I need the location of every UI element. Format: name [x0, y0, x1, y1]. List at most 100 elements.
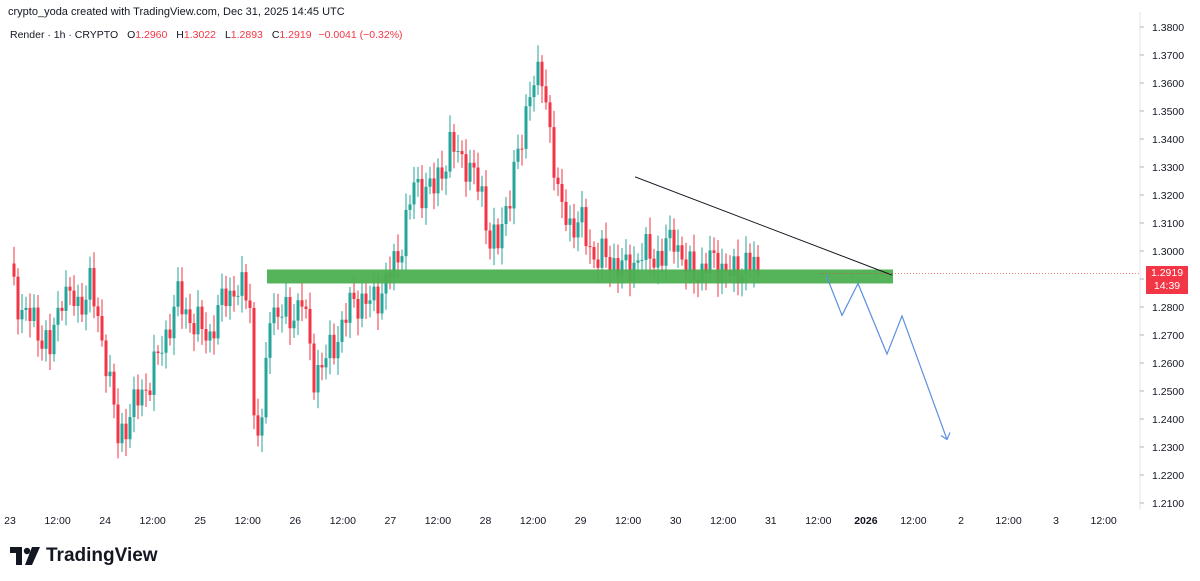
candle-body: [212, 331, 216, 339]
candle-body: [376, 286, 380, 314]
price-tick-label: 1.3300: [1152, 162, 1184, 174]
candle-body: [128, 417, 132, 440]
close-label: C: [271, 29, 280, 41]
price-tick-label: 1.3600: [1152, 78, 1184, 90]
candle-body: [268, 323, 272, 358]
candle-body: [400, 256, 404, 263]
candle-body: [676, 245, 680, 252]
tradingview-logo-icon: [10, 547, 40, 565]
price-tick-label: 1.2500: [1152, 386, 1184, 398]
candle-body: [296, 300, 300, 321]
time-axis[interactable]: 23 12:00 24 12:00 25 12:00 26 12:00 27 12:00 28 12:…: [4, 515, 1117, 527]
candle-body: [652, 258, 656, 268]
candle-body: [80, 296, 84, 315]
support-zone[interactable]: [267, 269, 893, 284]
candle-body: [648, 234, 652, 259]
candle-body: [16, 276, 20, 320]
candle-body: [484, 186, 488, 231]
candle-body: [216, 305, 220, 339]
candle-body: [144, 389, 148, 391]
candle-body: [88, 268, 92, 300]
chart-pane: [8, 20, 1140, 506]
descending-trendline[interactable]: [634, 176, 893, 276]
candle-body: [172, 306, 176, 339]
time-tick-label: 27: [385, 515, 397, 527]
candle-body: [240, 272, 244, 296]
tradingview-logo[interactable]: TradingView: [10, 545, 158, 567]
candle-body: [528, 97, 532, 107]
candle-body: [76, 296, 80, 306]
candle-body: [24, 307, 28, 310]
candle-body: [292, 320, 296, 329]
candle-body: [524, 106, 528, 149]
symbol-label[interactable]: Render · 1h · CRYPTO: [10, 29, 119, 41]
candle-body: [204, 329, 208, 341]
candle-body: [684, 259, 688, 273]
candle-body: [304, 306, 308, 309]
candle-body: [428, 178, 432, 187]
time-tick-label: 12:00: [330, 515, 356, 527]
candle-body: [564, 201, 568, 225]
candle-body: [620, 260, 624, 277]
price-tick-label: 1.2100: [1152, 498, 1184, 510]
candle-body: [336, 341, 340, 359]
candle-body: [460, 151, 464, 155]
candle-body: [112, 371, 116, 405]
candle-body: [636, 260, 640, 263]
candle-body: [140, 389, 144, 406]
candle-body: [456, 151, 460, 153]
candle-body: [504, 206, 508, 224]
time-tick-label: 2026: [854, 515, 878, 527]
candle-body: [72, 290, 76, 306]
candle-body: [424, 186, 428, 209]
candle-body: [552, 127, 556, 178]
candle-body: [308, 308, 312, 344]
candle-body: [708, 250, 712, 274]
time-tick-label: 30: [670, 515, 682, 527]
last-price-badge: 1.2919 14:39: [1146, 266, 1188, 294]
projection-arrowhead: [940, 432, 951, 441]
candle-body: [232, 290, 236, 297]
candle-body: [224, 288, 228, 307]
candle-body: [192, 323, 196, 335]
candle-body: [68, 286, 72, 291]
tradingview-wordmark: TradingView: [46, 545, 158, 566]
price-axis[interactable]: 1.3800 1.3700 1.3600 1.3500 1.3400 1.3300 1.32…: [1140, 22, 1184, 510]
candle-body: [608, 257, 612, 271]
candle-body: [148, 390, 152, 395]
candle-body: [616, 258, 620, 277]
candle-body: [572, 218, 576, 238]
candle-body: [184, 309, 188, 315]
candle-body: [724, 263, 728, 272]
candle-body: [596, 259, 600, 268]
candle-body: [20, 309, 24, 320]
candle-body: [312, 343, 316, 393]
candle-body: [372, 286, 376, 301]
high-value: 1.3022: [183, 29, 217, 41]
candle-body: [508, 206, 512, 209]
price-tick-label: 1.3200: [1152, 190, 1184, 202]
time-tick-label: 12:00: [805, 515, 831, 527]
price-tick-label: 1.3100: [1152, 218, 1184, 230]
candle-body: [116, 404, 120, 444]
projection-path[interactable]: [825, 274, 948, 440]
candle-body: [704, 263, 708, 274]
candle-body: [276, 307, 280, 317]
candle-body: [256, 415, 260, 436]
time-tick-label: 12:00: [615, 515, 641, 527]
candle-body: [396, 251, 400, 263]
candle-body: [32, 307, 36, 322]
time-tick-label: 28: [480, 515, 492, 527]
candle-body: [44, 330, 48, 349]
last-price-value: 1.2919: [1150, 267, 1184, 279]
candle-body: [200, 306, 204, 330]
time-tick-label: 31: [765, 515, 777, 527]
low-value: 1.2893: [230, 29, 263, 41]
candle-body: [548, 102, 552, 128]
candle-body: [492, 224, 496, 249]
candle-body: [432, 178, 436, 194]
candle-body: [368, 300, 372, 304]
candle-body: [668, 229, 672, 239]
candle-body: [92, 268, 96, 307]
